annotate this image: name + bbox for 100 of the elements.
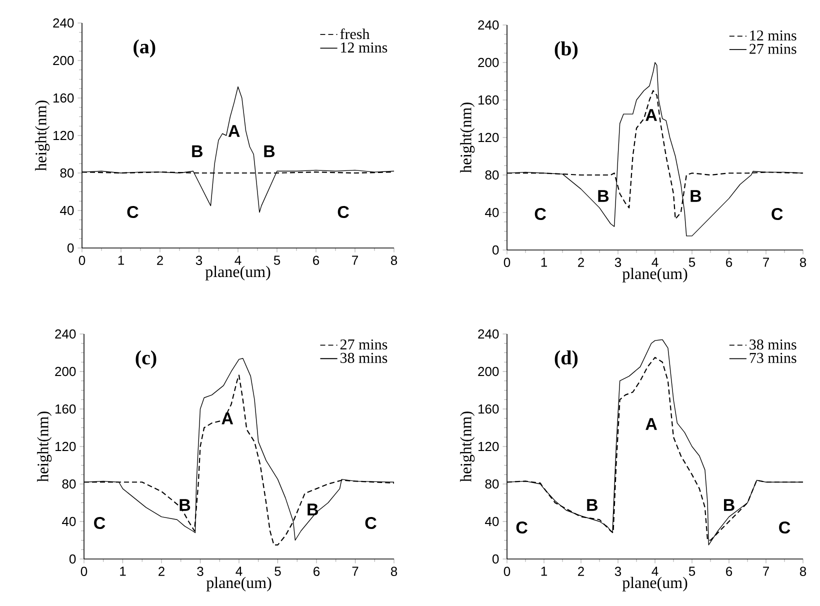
- annotation: A: [646, 418, 657, 430]
- x-tick-label: 0: [504, 258, 510, 267]
- annotation: B: [308, 504, 318, 516]
- x-tick-label: 1: [541, 258, 547, 267]
- x-tick-label: 4: [652, 566, 658, 576]
- x-tick-label: 3: [196, 256, 202, 265]
- legend-label: 27 mins: [340, 339, 388, 350]
- text: (d): [554, 350, 578, 369]
- x-tick-label: 3: [614, 566, 622, 576]
- x-tick-label: 6: [726, 258, 732, 267]
- y-tick-label: 40: [485, 208, 499, 218]
- x-tick-label: 8: [800, 258, 806, 267]
- y-tick-label: 0: [492, 554, 499, 564]
- y-tick-label: 0: [492, 245, 499, 255]
- x-tick-label: 5: [688, 566, 696, 576]
- annotation: B: [180, 499, 190, 511]
- annotation: B: [598, 190, 609, 202]
- y-axis-title: height(nm): [35, 100, 50, 171]
- x-tick-label: 1: [120, 566, 126, 576]
- x-tick-label: 8: [800, 566, 806, 576]
- y-tick-label: 0: [67, 243, 74, 253]
- legend-label: 73 mins: [750, 352, 796, 363]
- x-tick-label: 3: [197, 566, 204, 576]
- x-tick-label: 1: [118, 256, 124, 265]
- y-tick-label: 120: [478, 442, 499, 452]
- y-tick-label: 120: [478, 132, 499, 142]
- x-tick-label: 6: [313, 256, 320, 265]
- x-tick-label: 0: [78, 256, 86, 265]
- x-tick-label: 4: [652, 258, 658, 267]
- annotation: C: [516, 521, 528, 534]
- x-tick-label: 5: [688, 258, 696, 267]
- x-tick-label: 6: [314, 566, 320, 576]
- y-tick-label: 40: [485, 516, 499, 526]
- legend-label: 12 mins: [341, 42, 388, 53]
- annotation: C: [779, 521, 790, 534]
- x-tick-label: 7: [763, 566, 769, 576]
- annotation: C: [365, 516, 376, 530]
- x-tick-label: 5: [274, 566, 281, 576]
- x-tick-label: 2: [578, 566, 584, 576]
- y-tick-label: 80: [485, 479, 499, 489]
- y-tick-label: 40: [62, 516, 76, 526]
- y-tick-label: 0: [69, 554, 76, 564]
- x-tick-label: 8: [390, 256, 398, 265]
- x-tick-label: 6: [726, 566, 732, 576]
- y-axis-title: height(nm): [460, 102, 475, 173]
- y-tick-label: 240: [55, 329, 76, 339]
- x-tick-label: 0: [80, 566, 88, 576]
- x-tick-label: 8: [390, 566, 398, 576]
- y-tick-label: 80: [485, 170, 499, 180]
- legend-label: 38 mins: [750, 339, 796, 350]
- x-tick-label: 4: [234, 256, 242, 265]
- legend-label: 38 mins: [340, 352, 388, 363]
- text: (a): [134, 39, 156, 58]
- y-tick-label: 200: [478, 366, 499, 376]
- legend-label: fresh: [340, 28, 370, 40]
- annotation: C: [94, 516, 106, 530]
- y-tick-label: 160: [478, 404, 499, 414]
- y-tick-label: 200: [478, 58, 499, 68]
- y-tick-label: 240: [478, 329, 499, 339]
- annotation: B: [587, 499, 598, 511]
- legend-label: 27 mins: [750, 44, 796, 54]
- y-tick-label: 160: [478, 95, 499, 105]
- annotation: B: [724, 499, 734, 511]
- annotation: A: [646, 109, 657, 121]
- annotation: B: [264, 145, 275, 158]
- x-tick-label: 5: [274, 256, 280, 265]
- annotation: C: [338, 206, 349, 218]
- annotation: B: [192, 145, 203, 158]
- x-tick-label: 0: [504, 566, 510, 576]
- y-tick-label: 40: [60, 206, 74, 216]
- x-tick-label: 2: [157, 256, 163, 265]
- y-tick-label: 240: [53, 18, 74, 28]
- y-tick-label: 200: [53, 56, 74, 66]
- x-axis-title: plane(um): [622, 268, 688, 282]
- x-axis-title: plane(um): [622, 576, 688, 592]
- annotation: A: [228, 125, 240, 137]
- y-tick-label: 80: [62, 479, 76, 489]
- annotation: B: [690, 190, 702, 202]
- y-tick-label: 200: [55, 366, 76, 376]
- x-tick-label: 7: [352, 256, 358, 265]
- x-axis-title: plane(um): [206, 576, 272, 592]
- x-axis-title: plane(um): [205, 266, 270, 280]
- legend-label: 12 mins: [750, 30, 796, 41]
- y-axis-title: height(nm): [37, 412, 52, 482]
- y-tick-label: 80: [60, 168, 74, 178]
- annotation: C: [127, 206, 138, 218]
- y-tick-label: 120: [56, 442, 76, 452]
- y-tick-label: 240: [478, 20, 499, 30]
- annotation: C: [772, 208, 783, 220]
- x-tick-label: 3: [614, 258, 622, 267]
- text: (c): [136, 350, 156, 369]
- x-tick-label: 7: [763, 258, 769, 267]
- x-tick-label: 4: [236, 566, 242, 576]
- annotation: C: [534, 208, 546, 220]
- y-tick-label: 160: [56, 404, 76, 414]
- y-tick-label: 160: [54, 93, 74, 103]
- x-tick-label: 7: [352, 566, 358, 576]
- y-axis-title: height(nm): [460, 412, 475, 482]
- text: (b): [554, 41, 578, 60]
- x-tick-label: 2: [158, 566, 164, 576]
